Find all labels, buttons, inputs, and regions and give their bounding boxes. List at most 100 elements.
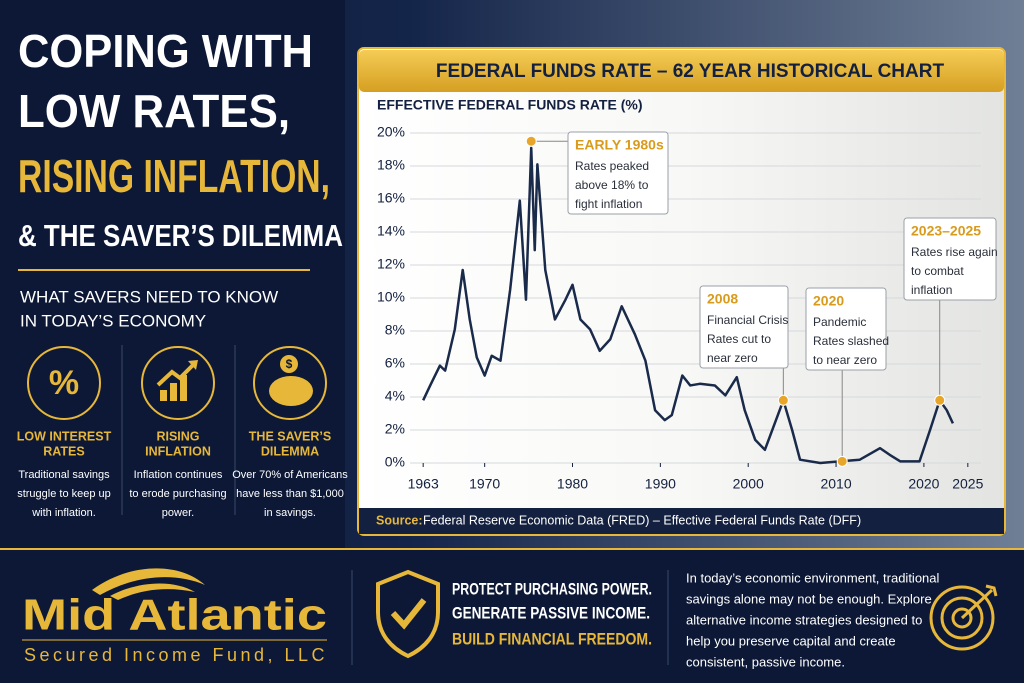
footer: Mid Atlantic Secured Income Fund, LLC PR…: [0, 548, 1024, 683]
paragraph-line: consistent, passive income.: [686, 654, 845, 669]
x-tick-label: 2000: [733, 476, 764, 492]
y-tick-label: 6%: [385, 355, 405, 371]
paragraph-line: In today’s economic environment, traditi…: [686, 570, 940, 585]
annotation-text: Rates peaked: [575, 159, 649, 173]
x-tick-label: 2025: [952, 476, 983, 492]
feature-title: RATES: [43, 444, 84, 458]
y-tick-label: 8%: [385, 322, 405, 338]
x-tick-label: 1970: [469, 476, 500, 492]
icon-circle: [253, 346, 327, 420]
target-icon: [929, 584, 998, 651]
y-tick-label: 18%: [377, 157, 405, 173]
paragraph-line: savings alone may not be enough. Explore: [686, 591, 932, 606]
x-tick-label: 1990: [645, 476, 676, 492]
feature-text: power.: [162, 507, 194, 519]
coin-symbol: $: [286, 357, 293, 371]
left-panel: [0, 0, 345, 548]
y-tick-label: 12%: [377, 256, 405, 272]
headline-line: COPING WITH: [18, 25, 313, 77]
feature-text: struggle to keep up: [17, 488, 111, 500]
headline-line: RISING INFLATION,: [18, 150, 330, 202]
x-tick-label: 1963: [408, 476, 439, 492]
y-axis-label: EFFECTIVE FEDERAL FUNDS RATE (%): [377, 97, 643, 113]
feature-title: RISING: [156, 429, 199, 443]
headline-line: LOW RATES,: [18, 85, 290, 137]
feature-title: LOW INTEREST: [17, 429, 112, 443]
feature-text: Inflation continues: [134, 469, 223, 481]
piggy-icon: [269, 376, 313, 406]
tagline: BUILD FINANCIAL FREEDOM.: [452, 629, 652, 648]
annotation-text: near zero: [707, 351, 758, 365]
tagline: PROTECT PURCHASING POWER.: [452, 579, 652, 598]
paragraph-line: alternative income strategies designed t…: [686, 612, 922, 627]
chart-frame: [357, 47, 1006, 536]
feature-text: with inflation.: [31, 507, 96, 519]
percent-icon: %: [49, 364, 79, 402]
feature-text: Traditional savings: [18, 469, 110, 481]
x-tick-label: 2020: [908, 476, 939, 492]
icon-circle: [27, 346, 101, 420]
annotation-text: Financial Crisis: [707, 313, 788, 327]
annotation-text: Pandemic: [813, 315, 866, 329]
feature-text: Over 70% of Americans: [232, 469, 348, 481]
paragraph-line: help you preserve capital and create: [686, 633, 896, 648]
source-label: Source:: [376, 513, 423, 527]
feature-text: in savings.: [264, 507, 316, 519]
headline: COPING WITH LOW RATES, RISING INFLATION,…: [18, 25, 343, 253]
logo-swoosh: [92, 568, 205, 600]
annotation-text: fight inflation: [575, 197, 642, 211]
icon-circle: [141, 346, 215, 420]
x-tick-label: 2010: [820, 476, 851, 492]
annotation-text: to combat: [911, 264, 964, 278]
annotation-text: Rates slashed: [813, 334, 889, 348]
annotation-text: Rates rise again: [911, 245, 998, 259]
feature-title: THE SAVER’S: [249, 429, 331, 443]
annotation-text: Rates cut to: [707, 332, 771, 346]
source-bar: [359, 508, 1004, 534]
y-tick-label: 10%: [377, 289, 405, 305]
subheading: WHAT SAVERS NEED TO KNOW: [20, 287, 278, 306]
annotation-point: [934, 394, 946, 406]
feature-title: INFLATION: [145, 444, 211, 458]
x-tick-label: 1980: [557, 476, 588, 492]
headline-line: & THE SAVER’S DILEMMA: [18, 218, 343, 253]
y-tick-label: 14%: [377, 223, 405, 239]
logo: Mid Atlantic: [22, 591, 327, 640]
y-tick-label: 2%: [385, 421, 405, 437]
annotation-box: [567, 131, 669, 215]
y-tick-label: 4%: [385, 388, 405, 404]
annotation-box: [805, 287, 887, 371]
annotation-point: [525, 135, 537, 147]
y-tick-label: 16%: [377, 190, 405, 206]
logo-subtitle: Secured Income Fund, LLC: [24, 645, 326, 665]
annotation-text: to near zero: [813, 353, 877, 367]
feature-title: DILEMMA: [261, 444, 319, 458]
annotation-title: EARLY 1980s: [575, 137, 664, 153]
annotation-box: [903, 217, 997, 301]
annotation-title: 2020: [813, 293, 844, 309]
tagline: GENERATE PASSIVE INCOME.: [452, 603, 650, 622]
annotation-text: inflation: [911, 283, 952, 297]
check-icon: [390, 598, 427, 630]
annotation-box: [699, 285, 789, 369]
annotation-title: 2008: [707, 291, 738, 307]
y-tick-label: 0%: [385, 454, 405, 470]
annotation-point: [836, 455, 848, 467]
subheading: IN TODAY’S ECONOMY: [20, 311, 206, 330]
chart-title: FEDERAL FUNDS RATE – 62 YEAR HISTORICAL …: [436, 61, 945, 82]
annotation-point: [777, 394, 789, 406]
feature-text: to erode purchasing: [129, 488, 226, 500]
annotation-title: 2023–2025: [911, 223, 981, 239]
title-bar: [359, 50, 1004, 92]
annotation-text: above 18% to: [575, 178, 649, 192]
chart-panel: FEDERAL FUNDS RATE – 62 YEAR HISTORICAL …: [357, 47, 1006, 536]
y-tick-label: 20%: [377, 124, 405, 140]
features: % $ LOW INTEREST RATES RISING INFLATION …: [17, 345, 348, 519]
growth-icon: [156, 360, 198, 401]
feature-text: have less than $1,000: [236, 488, 344, 500]
shield-icon: [376, 569, 440, 659]
source: Federal Reserve Economic Data (FRED) – E…: [423, 513, 861, 527]
coin-icon: [280, 355, 298, 373]
